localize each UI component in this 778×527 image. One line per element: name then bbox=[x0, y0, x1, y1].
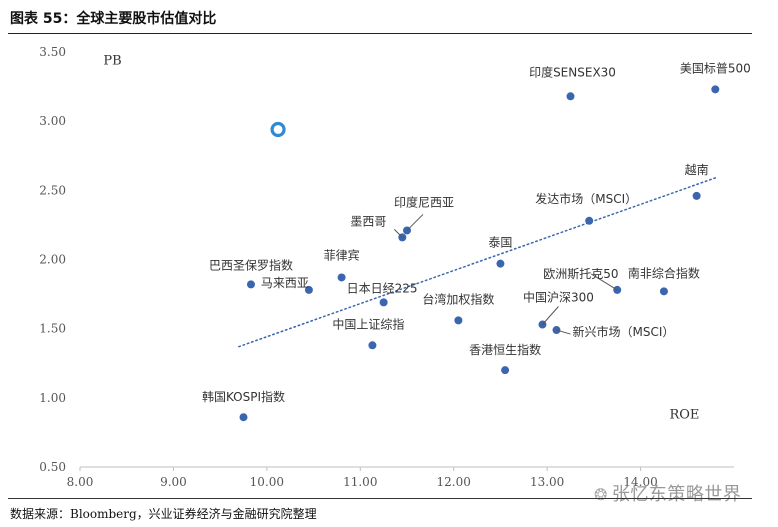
source-note: 数据来源：Bloomberg，兴业证券经济与金融研究院整理 bbox=[10, 507, 317, 521]
y-tick-label: 3.00 bbox=[39, 114, 66, 128]
point-label: 印度尼西亚 bbox=[394, 194, 454, 209]
label-leader-line bbox=[556, 329, 571, 335]
point-label: 中国沪深300 bbox=[523, 290, 594, 305]
point-label: 马来西亚 bbox=[261, 276, 309, 290]
y-tick-label: 2.50 bbox=[39, 183, 66, 197]
watermark: ❂ 张忆东策略世界 bbox=[594, 480, 741, 506]
data-point bbox=[496, 259, 505, 268]
x-tick-label: 8.00 bbox=[67, 475, 94, 489]
x-tick-label: 9.00 bbox=[160, 475, 187, 489]
data-point bbox=[692, 191, 701, 200]
figure-title: 图表 55：全球主要股市估值对比 bbox=[10, 11, 217, 27]
x-tick-label: 12.00 bbox=[437, 475, 471, 489]
data-point-hollow bbox=[270, 121, 286, 138]
chart-axes: 8.00 9.00 10.00 11.00 12.00 13.00 14.00 0.50 1.0… bbox=[39, 45, 734, 489]
y-tick-label: 2.00 bbox=[39, 253, 66, 267]
point-label: 南非综合指数 bbox=[628, 265, 700, 280]
data-point bbox=[379, 298, 388, 307]
point-label: 泰国 bbox=[488, 236, 512, 250]
data-point bbox=[239, 413, 248, 422]
x-tick-label: 11.00 bbox=[343, 475, 377, 489]
trendline-group bbox=[238, 177, 717, 348]
data-point bbox=[501, 366, 510, 375]
y-tick-label: 1.50 bbox=[39, 322, 66, 336]
point-label: 巴西圣保罗指数 bbox=[209, 257, 293, 272]
wechat-icon: ❂ bbox=[594, 485, 608, 504]
point-label: 墨西哥 bbox=[350, 214, 386, 228]
watermark-text: 张忆东策略世界 bbox=[611, 484, 742, 505]
data-point bbox=[454, 316, 463, 325]
point-label: 印度SENSEX30 bbox=[529, 64, 616, 79]
point-label: 韩国KOSPI指数 bbox=[202, 389, 285, 404]
point-label: 欧洲斯托克50 bbox=[543, 267, 618, 281]
point-label: 中国上证综指 bbox=[332, 316, 404, 331]
point-label: 越南 bbox=[685, 162, 709, 177]
point-label: 发达市场（MSCI） bbox=[535, 191, 637, 206]
x-tick-label: 10.00 bbox=[250, 475, 284, 489]
point-label: 台湾加权指数 bbox=[422, 291, 494, 306]
point-label: 日本日经225 bbox=[347, 281, 418, 295]
label-leader-line bbox=[542, 306, 559, 325]
data-point bbox=[246, 280, 255, 289]
data-point bbox=[585, 216, 594, 225]
data-point bbox=[566, 92, 575, 101]
title-divider bbox=[8, 33, 752, 34]
data-point bbox=[337, 273, 346, 282]
data-points bbox=[239, 85, 720, 422]
x-tick-label: 14.00 bbox=[623, 475, 657, 489]
point-label: 美国标普500 bbox=[680, 61, 751, 75]
data-point bbox=[659, 287, 668, 296]
point-label: 新兴市场（MSCI） bbox=[572, 324, 674, 339]
source-divider bbox=[8, 498, 752, 499]
label-leader-line bbox=[590, 273, 618, 291]
data-point bbox=[304, 285, 313, 294]
trendline bbox=[238, 177, 717, 348]
point-label: 菲律宾 bbox=[324, 247, 360, 262]
x-tick-label: 13.00 bbox=[530, 475, 564, 489]
y-tick-label: 3.50 bbox=[39, 45, 66, 59]
point-label: 香港恒生指数 bbox=[469, 342, 541, 357]
y-tick-label: 1.00 bbox=[39, 391, 66, 405]
data-point bbox=[368, 341, 377, 350]
label-leader-line bbox=[393, 229, 403, 238]
y-axis-label: PB bbox=[103, 53, 121, 68]
data-point bbox=[711, 85, 720, 94]
x-axis-label: ROE bbox=[669, 408, 699, 423]
y-tick-label: 0.50 bbox=[39, 460, 66, 474]
label-leader-line bbox=[406, 214, 424, 231]
